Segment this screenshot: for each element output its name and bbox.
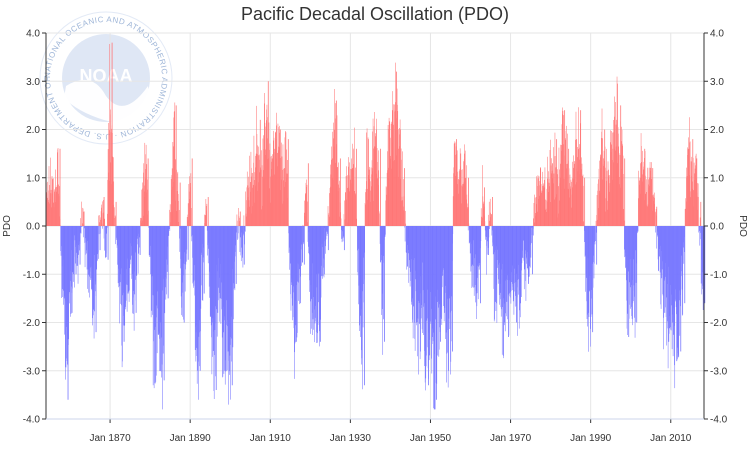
noaa-logo-watermark: NOAA NATIONAL OCEANIC AND ATMOSPHERIC AD… [0, 0, 173, 145]
y-tick-label-right: 0.0 [710, 222, 724, 233]
y-tick-label-left: 1.0 [26, 173, 40, 184]
y-tick-label-right: 1.0 [710, 173, 724, 184]
y-tick-label-left: 2.0 [26, 125, 40, 136]
tick-labels: 4.0 4.0 3.0 3.0 2.0 2.0 1.0 1.0 0.0 0.0 -1.0 -1.0 -2… [23, 29, 728, 445]
y-tick-label-right: 4.0 [710, 29, 724, 40]
y-tick-label-right: 2.0 [710, 125, 724, 136]
watermark-logo-text: NOAA [80, 66, 133, 86]
y-tick-label-left: 3.0 [26, 77, 40, 88]
y-axis-title-right: PDO [737, 215, 748, 237]
axes [42, 32, 708, 423]
grid-lines [46, 32, 704, 420]
y-tick-label-right: -3.0 [710, 366, 728, 377]
y-tick-label-right: 3.0 [710, 77, 724, 88]
pdo-bars [45, 42, 706, 410]
x-tick-label: Jan 1870 [89, 433, 131, 444]
y-tick-label-left: 4.0 [26, 29, 40, 40]
x-tick-label: Jan 1950 [410, 433, 452, 444]
chart-title: Pacific Decadal Oscillation (PDO) [240, 4, 510, 24]
y-tick-label-left: -1.0 [23, 270, 41, 281]
x-tick-label: Jan 1970 [490, 433, 532, 444]
y-tick-label-left: -3.0 [23, 366, 41, 377]
x-tick-label: Jan 1930 [330, 433, 372, 444]
y-tick-label-right: -4.0 [710, 415, 728, 426]
y-tick-label-left: 0.0 [26, 222, 40, 233]
y-tick-label-left: -4.0 [23, 415, 41, 426]
y-tick-label-left: -2.0 [23, 318, 41, 329]
y-tick-label-right: -2.0 [710, 318, 728, 329]
x-tick-label: Jan 1910 [250, 433, 292, 444]
y-tick-label-right: -1.0 [710, 270, 728, 281]
gull-icon [64, 79, 150, 122]
x-tick-label: Jan 2010 [650, 433, 692, 444]
x-tick-label: Jan 1990 [570, 433, 612, 444]
x-tick-label: Jan 1890 [170, 433, 212, 444]
y-axis-title-left: PDO [2, 215, 13, 237]
